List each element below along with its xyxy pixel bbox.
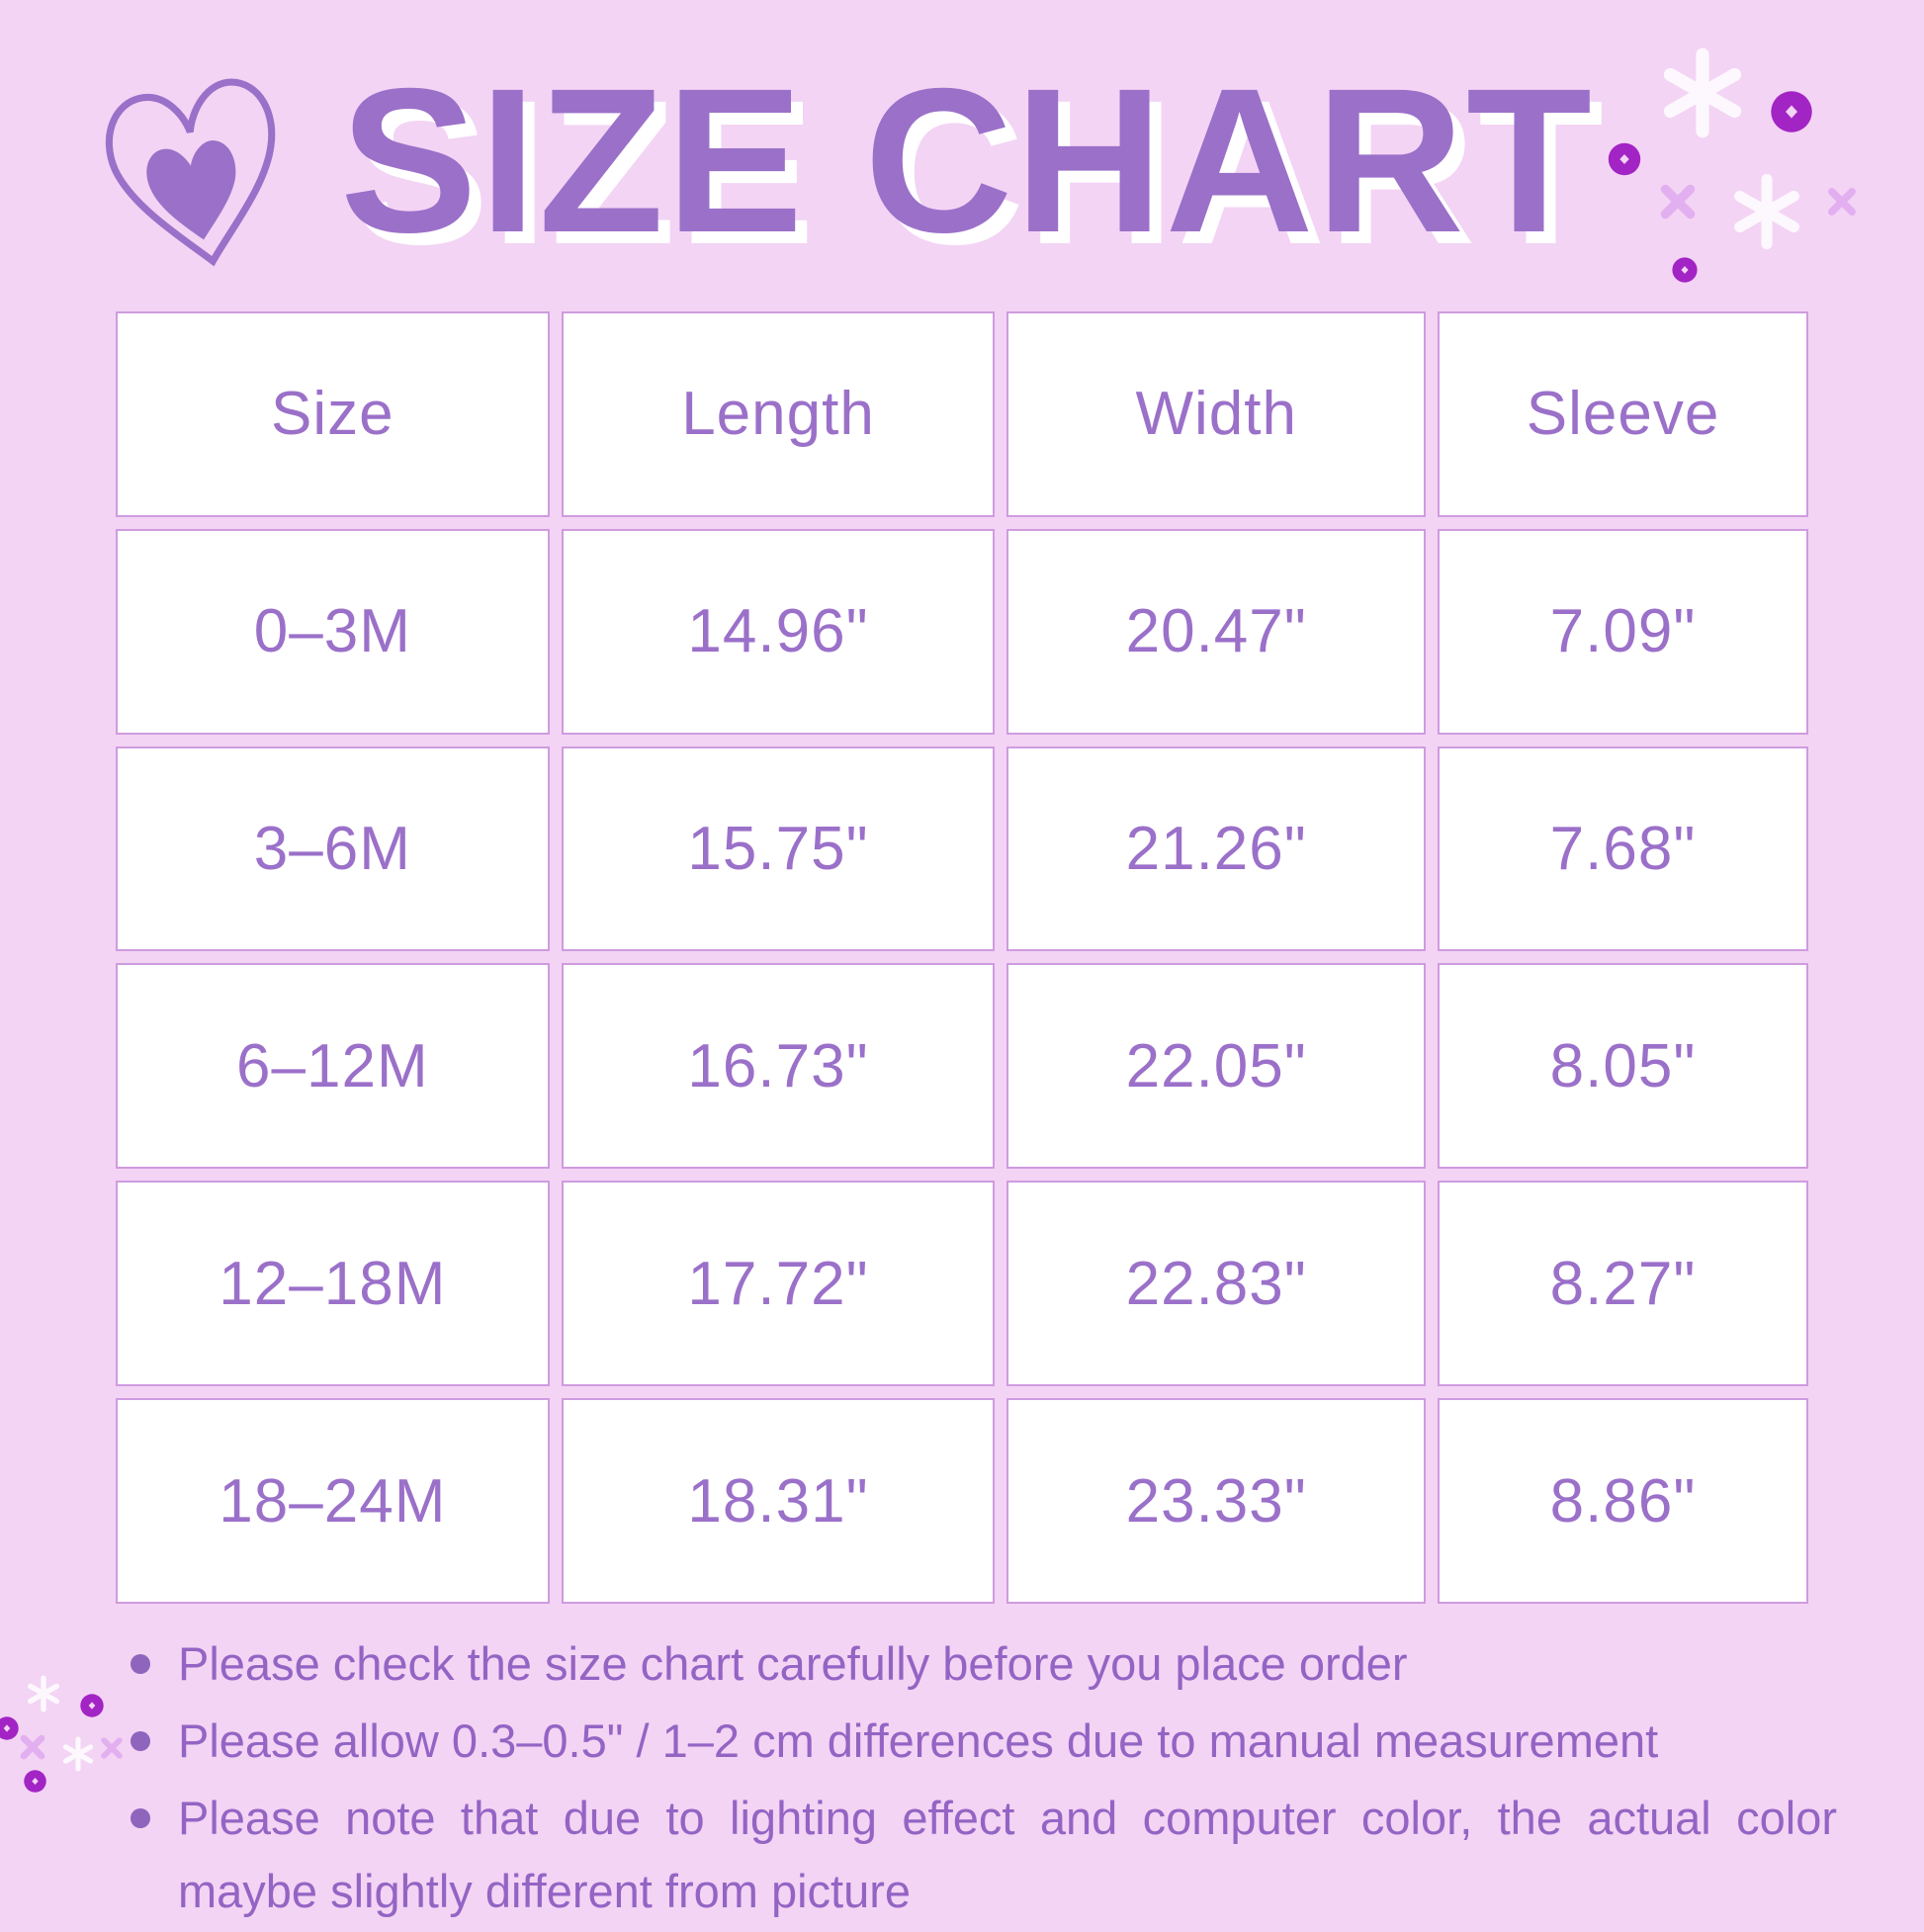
column-header-width: Width (1006, 311, 1427, 517)
table-cell-sleeve: 7.68" (1438, 746, 1808, 952)
table-cell-length: 16.73" (561, 963, 996, 1170)
bullet-icon (131, 1731, 150, 1751)
table-cell-length: 15.75" (561, 746, 996, 952)
page-title: SIZE CHART (340, 46, 1594, 276)
note-item: Please note that due to lighting effect … (127, 1782, 1837, 1928)
table-cell-width: 22.05" (1006, 963, 1427, 1170)
x-sparkle-icon (1660, 184, 1696, 220)
column-header-length: Length (561, 311, 996, 517)
dot-sparkle-icon (1608, 142, 1641, 176)
heart-doodle-icon (105, 78, 276, 267)
table-cell-width: 20.47" (1006, 528, 1427, 735)
dot-sparkle-icon (24, 1770, 46, 1793)
note-text: Please note that due to lighting effect … (178, 1792, 1837, 1917)
note-item: Please allow 0.3–0.5" / 1–2 cm differenc… (127, 1705, 1837, 1778)
note-text: Please check the size chart carefully be… (178, 1637, 1408, 1690)
x-sparkle-icon (1828, 188, 1856, 216)
asterisk-sparkle-icon (1734, 174, 1799, 249)
bullet-icon (131, 1654, 150, 1674)
table-cell-width: 23.33" (1006, 1398, 1427, 1604)
notes-list: Please check the size chart carefully be… (127, 1627, 1837, 1932)
table-cell-length: 18.31" (561, 1398, 996, 1604)
table-cell-size: 6–12M (116, 963, 550, 1170)
table-cell-length: 17.72" (561, 1181, 996, 1387)
dot-sparkle-icon (80, 1694, 104, 1717)
table-cell-size: 0–3M (116, 528, 550, 735)
table-cell-width: 22.83" (1006, 1181, 1427, 1387)
table-cell-sleeve: 7.09" (1438, 528, 1808, 735)
asterisk-sparkle-icon (62, 1736, 94, 1772)
asterisk-sparkle-icon (1663, 47, 1742, 138)
table-cell-size: 18–24M (116, 1398, 550, 1604)
header: SIZE CHART (89, 47, 1594, 289)
asterisk-sparkle-icon (27, 1675, 60, 1712)
dot-sparkle-icon (0, 1716, 19, 1740)
table-cell-sleeve: 8.86" (1438, 1398, 1808, 1604)
table-cell-size: 3–6M (116, 746, 550, 952)
column-header-size: Size (116, 311, 550, 517)
dot-sparkle-icon (1672, 257, 1698, 283)
size-chart-table: Size Length Width Sleeve 0–3M 14.96" 20.… (116, 311, 1808, 1604)
column-header-sleeve: Sleeve (1438, 311, 1808, 517)
x-sparkle-icon (20, 1734, 45, 1760)
x-sparkle-icon (101, 1737, 123, 1759)
note-item: Please check the size chart carefully be… (127, 1627, 1837, 1701)
bullet-icon (131, 1808, 150, 1828)
table-cell-length: 14.96" (561, 528, 996, 735)
table-cell-sleeve: 8.27" (1438, 1181, 1808, 1387)
table-cell-width: 21.26" (1006, 746, 1427, 952)
note-text: Please allow 0.3–0.5" / 1–2 cm differenc… (178, 1714, 1659, 1767)
table-cell-size: 12–18M (116, 1181, 550, 1387)
table-cell-sleeve: 8.05" (1438, 963, 1808, 1170)
dot-sparkle-icon (1771, 91, 1812, 132)
